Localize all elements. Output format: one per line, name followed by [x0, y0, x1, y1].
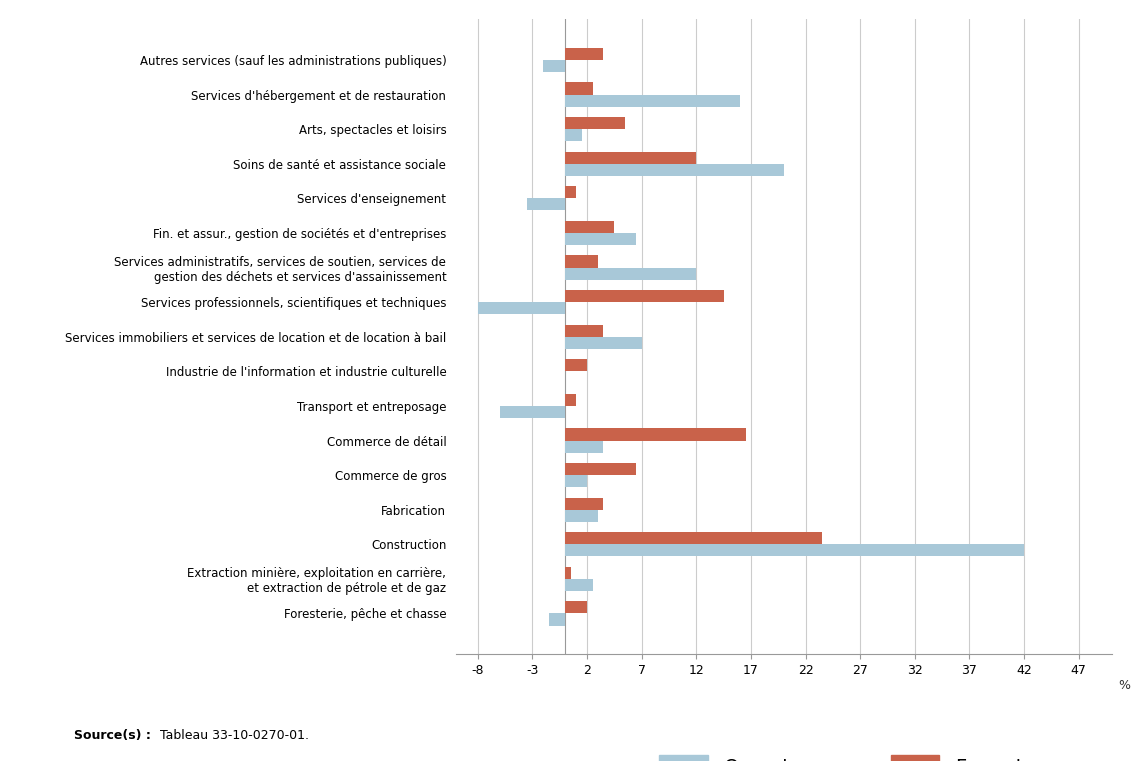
Bar: [565, 48, 603, 60]
Bar: [565, 532, 822, 544]
Bar: [565, 117, 626, 129]
Bar: [565, 475, 587, 487]
Bar: [548, 613, 565, 626]
Bar: [565, 233, 636, 245]
Legend: Ouvertures, Fermetures: Ouvertures, Fermetures: [652, 747, 1073, 761]
Bar: [565, 290, 724, 302]
Text: %: %: [1118, 680, 1131, 693]
Bar: [565, 268, 697, 279]
Text: Tableau 33-10-0270-01.: Tableau 33-10-0270-01.: [156, 729, 309, 742]
Bar: [565, 82, 593, 94]
Bar: [565, 129, 581, 142]
Bar: [565, 336, 642, 349]
Bar: [565, 325, 603, 336]
Bar: [565, 498, 603, 510]
Bar: [565, 601, 587, 613]
Bar: [478, 302, 565, 314]
Text: Source(s) :: Source(s) :: [74, 729, 150, 742]
Bar: [565, 544, 1024, 556]
Bar: [565, 164, 784, 176]
Bar: [565, 463, 636, 475]
Bar: [565, 359, 587, 371]
Bar: [565, 393, 576, 406]
Bar: [565, 151, 697, 164]
Bar: [499, 406, 565, 418]
Bar: [527, 199, 565, 211]
Bar: [565, 567, 571, 579]
Bar: [565, 428, 746, 441]
Bar: [565, 186, 576, 199]
Bar: [565, 94, 740, 107]
Bar: [544, 60, 565, 72]
Bar: [565, 579, 593, 591]
Bar: [565, 510, 598, 522]
Bar: [565, 256, 598, 268]
Bar: [565, 221, 614, 233]
Bar: [565, 441, 603, 453]
